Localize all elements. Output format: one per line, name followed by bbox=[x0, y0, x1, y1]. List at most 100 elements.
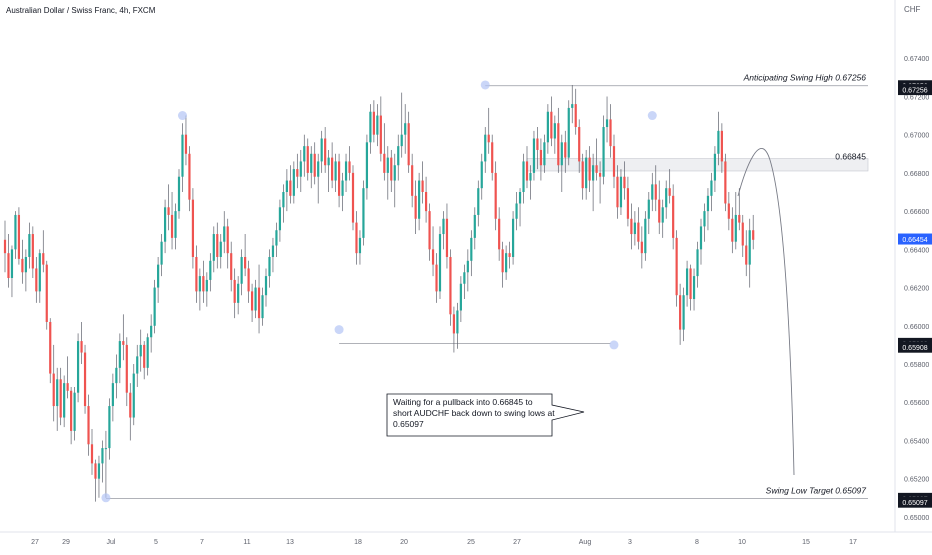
candle-body bbox=[696, 249, 699, 277]
candle-body bbox=[191, 199, 195, 257]
annotation-callout[interactable]: Waiting for a pullback into 0.66845 tosh… bbox=[386, 393, 585, 437]
candle bbox=[508, 241, 511, 269]
candle-body bbox=[195, 256, 198, 292]
candle bbox=[216, 222, 219, 269]
x-tick-label: 7 bbox=[200, 539, 204, 546]
candle bbox=[122, 314, 125, 361]
candle bbox=[609, 104, 612, 158]
candle-body bbox=[202, 276, 205, 292]
candle-body bbox=[324, 138, 327, 166]
candle bbox=[637, 207, 640, 250]
candle-body bbox=[379, 115, 382, 154]
projection-path-layer bbox=[737, 148, 795, 476]
candle-body bbox=[546, 111, 549, 143]
candle bbox=[411, 153, 414, 208]
candle bbox=[574, 88, 577, 135]
candle bbox=[313, 142, 316, 185]
candle bbox=[125, 337, 128, 407]
candle-body bbox=[362, 188, 365, 238]
candle-body bbox=[219, 241, 222, 257]
candle bbox=[87, 394, 90, 456]
candle bbox=[167, 184, 170, 231]
candle-body bbox=[278, 207, 282, 231]
candle bbox=[31, 226, 34, 279]
candle bbox=[557, 107, 560, 173]
y-tick-label: 0.65800 bbox=[904, 362, 929, 369]
candle-body bbox=[237, 283, 240, 303]
candle-body bbox=[24, 256, 27, 273]
candle-body bbox=[344, 161, 348, 181]
candle bbox=[299, 149, 302, 193]
swing-point-marker bbox=[177, 111, 187, 121]
candle bbox=[498, 207, 501, 261]
candle bbox=[324, 127, 327, 173]
candle-body bbox=[679, 295, 682, 330]
candle bbox=[724, 153, 727, 212]
candle-body bbox=[10, 249, 14, 279]
x-tick-label: 3 bbox=[628, 539, 632, 546]
x-tick-label: 18 bbox=[354, 539, 362, 546]
candle-body bbox=[49, 321, 52, 374]
candle bbox=[515, 192, 518, 231]
candle-body bbox=[327, 157, 330, 166]
candle-body bbox=[310, 153, 313, 173]
candle bbox=[626, 176, 630, 227]
candle-body bbox=[487, 134, 490, 143]
candle bbox=[369, 104, 372, 154]
swing-point-marker bbox=[609, 340, 619, 350]
candle-body bbox=[672, 195, 675, 238]
candle bbox=[150, 314, 153, 353]
candle-body bbox=[115, 367, 118, 384]
candle-body bbox=[118, 341, 121, 368]
candle bbox=[66, 356, 69, 399]
candle-body bbox=[59, 379, 62, 418]
swing-markers bbox=[101, 80, 657, 503]
candle-body bbox=[703, 211, 706, 227]
candle-body bbox=[658, 199, 661, 223]
candle-body bbox=[560, 142, 563, 166]
x-tick-label: 20 bbox=[400, 539, 408, 546]
y-tick-label: 0.65400 bbox=[904, 438, 929, 445]
candle bbox=[532, 130, 536, 181]
price-badge-label: 0.65097 bbox=[902, 500, 927, 507]
candle bbox=[90, 428, 94, 475]
candle-body bbox=[536, 138, 539, 150]
candle bbox=[713, 146, 717, 193]
candle-body bbox=[87, 406, 90, 445]
candle bbox=[191, 188, 195, 269]
candle bbox=[529, 165, 532, 200]
swing-point-marker bbox=[334, 325, 344, 335]
candle bbox=[477, 180, 480, 227]
candle bbox=[7, 234, 10, 288]
candle-body bbox=[369, 111, 372, 143]
candle bbox=[153, 279, 156, 334]
price-badge: 0.65908 bbox=[898, 341, 932, 353]
candle-body bbox=[435, 264, 438, 292]
candle bbox=[748, 218, 751, 288]
candle bbox=[306, 138, 309, 181]
candle bbox=[703, 203, 706, 242]
candle-body bbox=[66, 383, 69, 391]
candle-body bbox=[418, 180, 421, 219]
candle-body bbox=[411, 165, 414, 196]
candle-body bbox=[153, 287, 156, 326]
candle-body bbox=[90, 444, 94, 464]
candle bbox=[616, 165, 619, 219]
x-tick-label: Jul bbox=[107, 539, 116, 546]
candle-body bbox=[351, 172, 355, 223]
candle-body bbox=[400, 134, 403, 147]
candle bbox=[550, 96, 553, 147]
candle-body bbox=[223, 226, 226, 242]
candle-body bbox=[198, 276, 201, 292]
x-tick-label: Aug bbox=[579, 539, 592, 546]
candle-body bbox=[609, 119, 612, 147]
candle bbox=[484, 127, 487, 173]
candle bbox=[111, 373, 114, 422]
candle bbox=[292, 161, 295, 204]
candle-body bbox=[320, 138, 323, 162]
candle bbox=[672, 184, 675, 250]
candle-body bbox=[640, 241, 643, 254]
candle bbox=[108, 398, 111, 460]
